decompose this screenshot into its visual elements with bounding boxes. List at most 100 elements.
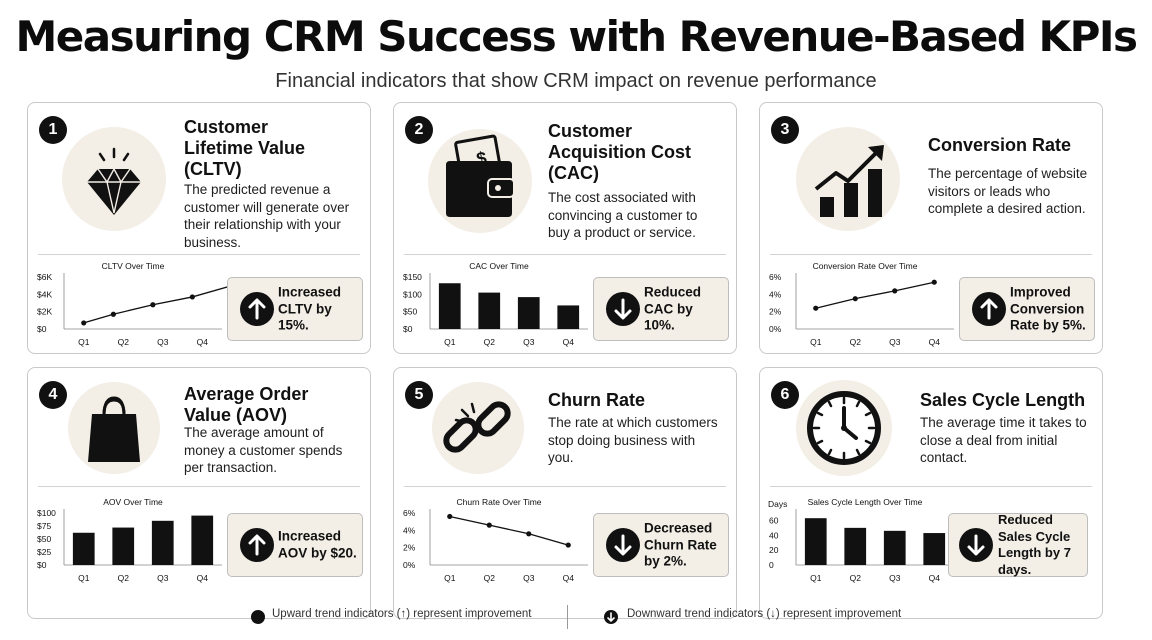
kpi-card-cltv: 1 Customer Lifetime Value (CLTV) The pre… <box>27 102 371 354</box>
y-tick-label: 6% <box>769 272 782 282</box>
card-title: Sales Cycle Length <box>920 390 1086 410</box>
x-tick-label: Q4 <box>197 573 209 583</box>
divider <box>38 486 360 487</box>
y-tick-label: $50 <box>37 534 51 544</box>
bar <box>72 532 95 565</box>
x-tick-label: Q1 <box>78 573 90 583</box>
data-point <box>447 513 453 520</box>
x-tick-label: Q3 <box>523 337 535 347</box>
legend-separator <box>567 605 568 629</box>
card-title: Churn Rate <box>548 390 646 410</box>
trend-callout: Decreased Churn Rate by 2%. <box>593 513 729 577</box>
bar <box>438 283 461 329</box>
icon-badge <box>62 127 166 231</box>
bar <box>804 518 827 565</box>
x-tick-label: Q2 <box>484 337 496 347</box>
bar <box>883 530 906 565</box>
x-tick-label: Q1 <box>78 337 90 347</box>
y-tick-label: 40 <box>769 530 779 540</box>
chart-title: CAC Over Time <box>469 261 529 271</box>
kpi-card-aov: 4 Average Order Value (AOV) The average … <box>27 367 371 619</box>
card-description: The cost associated with convincing a cu… <box>548 190 698 240</box>
divider <box>770 486 1092 487</box>
callout-text: Increased CLTV by 15%. <box>278 284 342 333</box>
chart-title: Churn Rate Over Time <box>456 497 541 507</box>
y-tick-label: $6K <box>37 272 52 282</box>
data-point <box>852 296 858 302</box>
data-point <box>526 531 532 537</box>
x-tick-label: Q1 <box>444 337 456 347</box>
aov-chart: AOV Over Time $0 $25 $50 $75 $100 Q1 Q2 Q3 Q4 <box>37 497 222 583</box>
shopping-bag-icon <box>88 396 140 462</box>
trend-callout: Increased AOV by $20. <box>227 513 363 577</box>
callout-text: Improved Conversion Rate by 5%. <box>1010 284 1086 333</box>
conversion-rate-chart: Conversion Rate Over Time 0% 2% 4% 6% Q1 Q2 Q3 Q… <box>769 261 954 347</box>
y-tick-label: $25 <box>37 547 51 557</box>
x-tick-label: Q1 <box>810 573 822 583</box>
y-axis-label: Days <box>768 499 787 509</box>
data-point <box>189 294 195 300</box>
sales-cycle-length-chart: Sales Cycle Length Over Time Days 0 20 40 60 Q… <box>768 497 954 583</box>
y-tick-label: 0% <box>403 560 416 570</box>
x-tick-label: Q1 <box>444 573 456 583</box>
trend-down-icon <box>959 528 993 562</box>
icon-badge <box>432 382 524 474</box>
x-tick-label: Q2 <box>850 337 862 347</box>
card-description: The percentage of website visitors or le… <box>928 166 1088 216</box>
y-tick-label: 60 <box>769 515 779 525</box>
kpi-card-churn-rate: 5 Churn Rate The rate at which customers… <box>393 367 737 619</box>
card-description: The predicted revenue a customer will ge… <box>184 182 350 250</box>
legend-down-text: Downward trend indicators (↓) represent … <box>627 608 902 620</box>
card-title: Average Order Value (AOV) <box>184 384 309 425</box>
trend-up-icon <box>972 292 1006 326</box>
kpi-card-cac: 2 $ Customer Acquisition Cost (CAC) The … <box>393 102 737 354</box>
x-tick-label: Q4 <box>929 573 941 583</box>
y-tick-label: $4K <box>37 289 52 299</box>
y-tick-label: $0 <box>37 560 47 570</box>
trend-down-icon <box>606 528 640 562</box>
y-tick-label: $75 <box>37 521 51 531</box>
y-tick-label: $100 <box>403 289 422 299</box>
y-tick-label: 4% <box>403 525 416 535</box>
trend-up-icon <box>240 292 274 326</box>
x-tick-label: Q2 <box>850 573 862 583</box>
trend-callout: Increased CLTV by 15%. <box>227 277 363 341</box>
trend-callout: Reduced CAC by 10%. <box>593 277 729 341</box>
card-title: Customer Acquisition Cost (CAC) <box>548 121 691 183</box>
x-tick-label: Q3 <box>523 573 535 583</box>
y-tick-label: 0% <box>769 324 782 334</box>
growth-chart-icon <box>814 145 884 217</box>
data-point <box>892 288 898 294</box>
x-tick-label: Q2 <box>484 573 496 583</box>
divider <box>404 486 726 487</box>
card-description: The average amount of money a customer s… <box>184 425 343 475</box>
bar <box>517 297 540 329</box>
divider <box>404 254 726 255</box>
x-tick-label: Q2 <box>118 337 130 347</box>
trend-callout: Reduced Sales Cycle Length by 7 days. <box>948 512 1088 577</box>
card-number: 5 <box>405 381 433 409</box>
diamond-icon <box>87 147 141 215</box>
chart-title: Conversion Rate Over Time <box>813 261 918 271</box>
icon-badge <box>796 127 900 231</box>
bar <box>557 305 580 329</box>
x-tick-label: Q3 <box>157 337 169 347</box>
y-tick-label: 0 <box>769 560 774 570</box>
card-number: 2 <box>405 116 433 144</box>
x-tick-label: Q2 <box>118 573 130 583</box>
trend-down-icon <box>606 292 640 326</box>
x-tick-label: Q4 <box>197 337 209 347</box>
legend-up-text: Upward trend indicators (↑) represent im… <box>272 608 532 620</box>
y-tick-label: $0 <box>37 324 47 334</box>
series-line <box>83 285 230 324</box>
y-tick-label: 4% <box>769 289 782 299</box>
bar <box>191 515 214 565</box>
data-point <box>931 279 937 285</box>
data-point <box>150 302 156 308</box>
y-tick-label: 2% <box>769 307 782 317</box>
callout-text: Reduced Sales Cycle Length by 7 days. <box>998 512 1071 577</box>
icon-badge: $ <box>428 129 532 233</box>
divider <box>770 254 1092 255</box>
data-point <box>81 320 87 326</box>
divider <box>38 254 360 255</box>
